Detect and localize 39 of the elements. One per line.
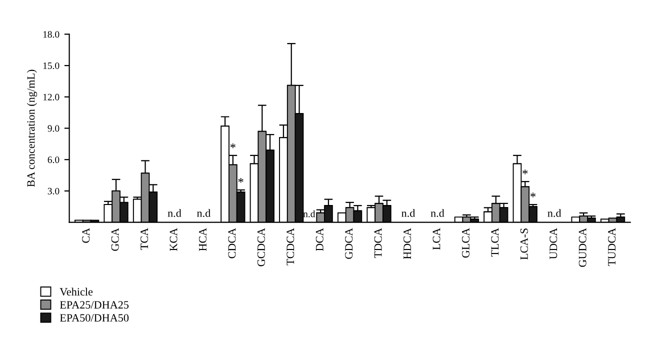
x-tick-label: HDCA: [404, 228, 412, 260]
annotation: *: [230, 144, 236, 148]
annotation: *: [522, 170, 528, 174]
x-tick-label: TDCA: [374, 228, 382, 258]
x-tick-label: TCDCA: [286, 228, 294, 266]
annotation: n.d: [402, 209, 416, 217]
x-tick-label: KCA: [170, 228, 178, 251]
annotation: *: [530, 192, 536, 198]
x-tick-label: CA: [82, 228, 90, 243]
annotation: n.d: [303, 210, 316, 218]
y-tick-label: 18.0: [43, 31, 60, 38]
annotation: *: [238, 178, 244, 183]
x-tick-label: TUDCA: [608, 228, 616, 266]
y-tick-label: 12.0: [43, 94, 60, 100]
x-tick-label: DCA: [316, 228, 324, 251]
y-axis-title: BA concentration (ng/mL): [26, 70, 38, 187]
y-tick-label: 3.0: [48, 188, 60, 194]
annotation: n.d: [430, 209, 444, 217]
annotation: n.d: [197, 209, 211, 217]
annotation: n.d: [168, 209, 182, 217]
x-tick-label: GDCA: [345, 228, 353, 259]
x-tick-label: GUDCA: [578, 228, 586, 267]
x-tick-label: CDCA: [228, 228, 236, 258]
x-tick-label: LCA-S: [520, 228, 528, 260]
annotation: n.d: [548, 209, 562, 217]
x-tick-label: LCA: [432, 228, 440, 250]
y-tick-label: 15.0: [43, 62, 60, 70]
x-tick-label: GCA: [111, 228, 119, 251]
x-tick-label: GCDCA: [257, 228, 265, 266]
y-tick-label: 6.0: [48, 156, 60, 164]
y-tick-label: 9.0: [48, 125, 60, 132]
x-tick-label: HCA: [199, 228, 206, 251]
legend-label: EPA25/DHA25: [60, 301, 129, 309]
legend-label: Vehicle: [60, 288, 93, 296]
x-tick-label: UDCA: [550, 228, 558, 260]
x-tick-label: TLCA: [491, 228, 499, 257]
x-tick-label: TCA: [140, 228, 148, 250]
x-tick-label: GLCA: [462, 228, 470, 258]
legend-label: EPA50/DHA50: [60, 314, 129, 322]
